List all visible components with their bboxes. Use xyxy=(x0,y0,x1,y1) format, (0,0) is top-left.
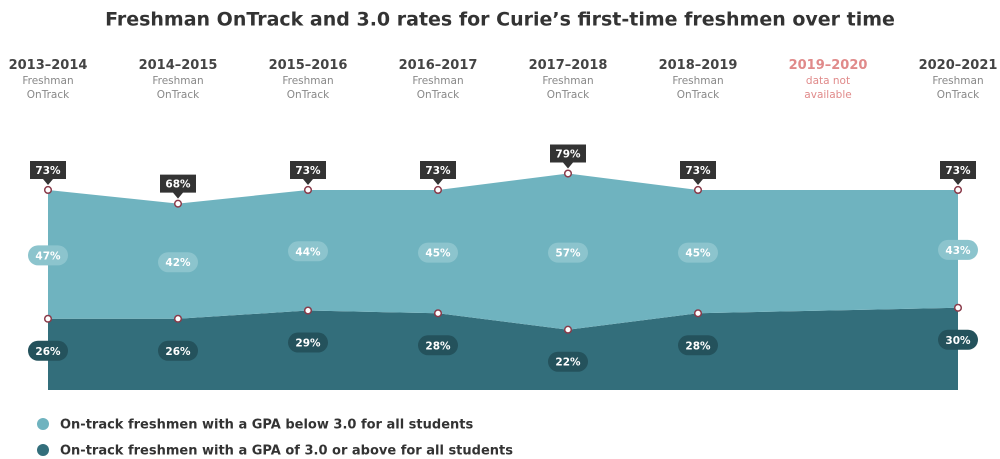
label-pill xyxy=(548,351,588,372)
point xyxy=(693,185,703,195)
year-note: Freshman OnTrack xyxy=(282,75,334,101)
total-label: 68% xyxy=(165,179,191,191)
column-header: 2015–2016 Freshman OnTrack xyxy=(253,58,363,102)
value-label: 42% xyxy=(165,257,191,269)
point xyxy=(303,306,313,315)
total-label: 73% xyxy=(685,165,711,177)
label-box xyxy=(550,144,586,169)
value-label: 29% xyxy=(295,338,321,350)
label-box xyxy=(680,160,716,185)
column-header: 2017–2018 Freshman OnTrack xyxy=(513,58,623,102)
label-box xyxy=(160,174,196,199)
legend-swatch xyxy=(37,444,49,456)
value-label: 45% xyxy=(425,248,451,260)
label-pill xyxy=(158,340,198,361)
value-label: 57% xyxy=(555,248,581,260)
point xyxy=(563,325,573,334)
label-pill xyxy=(678,242,718,263)
chart-title: Freshman OnTrack and 3.0 rates for Curie… xyxy=(105,9,895,31)
year-label: 2015–2016 xyxy=(268,58,348,73)
year-label: 2016–2017 xyxy=(398,58,478,73)
point xyxy=(173,199,183,208)
year-note: Freshman OnTrack xyxy=(932,75,984,101)
legend-label: On-track freshmen with a GPA of 3.0 or a… xyxy=(60,444,513,459)
point xyxy=(433,309,443,318)
year-note: data not available xyxy=(804,75,852,101)
label-box xyxy=(30,160,66,185)
label-pill xyxy=(678,335,718,356)
value-label: 28% xyxy=(425,340,451,352)
label-box xyxy=(420,160,456,185)
point xyxy=(953,303,963,312)
year-note: Freshman OnTrack xyxy=(672,75,724,101)
label-pill xyxy=(418,335,458,356)
value-label: 26% xyxy=(165,346,191,358)
year-label: 2014–2015 xyxy=(138,58,218,73)
column-header: 2016–2017 Freshman OnTrack xyxy=(383,58,493,102)
year-label: 2017–2018 xyxy=(528,58,608,73)
total-label: 73% xyxy=(945,165,971,177)
value-label: 30% xyxy=(945,335,971,347)
year-label: 2013–2014 xyxy=(8,58,88,73)
label-pill xyxy=(288,241,328,262)
point xyxy=(693,309,703,318)
point xyxy=(433,185,443,195)
year-note: Freshman OnTrack xyxy=(22,75,74,101)
gap-bridge xyxy=(698,189,958,314)
value-label: 44% xyxy=(295,246,321,258)
total-label: 73% xyxy=(295,165,321,177)
point xyxy=(43,314,53,323)
label-pill xyxy=(28,340,68,361)
column-header: 2020–2021 Freshman OnTrack xyxy=(903,58,1000,102)
value-label: 45% xyxy=(685,248,711,260)
gap-bridge xyxy=(698,307,958,390)
point xyxy=(303,185,313,195)
value-label: 43% xyxy=(945,245,971,257)
total-label: 73% xyxy=(35,165,61,177)
area-upper xyxy=(48,173,698,330)
column-header: 2014–2015 Freshman OnTrack xyxy=(123,58,233,102)
total-label: 79% xyxy=(555,149,581,161)
label-box xyxy=(290,160,326,185)
value-label: 22% xyxy=(555,357,581,369)
year-label: 2018–2019 xyxy=(658,58,738,73)
total-label: 73% xyxy=(425,165,451,177)
value-label: 28% xyxy=(685,340,711,352)
value-label: 26% xyxy=(35,346,61,358)
year-note: Freshman OnTrack xyxy=(412,75,464,101)
label-pill xyxy=(28,245,68,266)
legend-label: On-track freshmen with a GPA below 3.0 f… xyxy=(60,418,473,433)
column-header: 2013–2014 Freshman OnTrack xyxy=(0,58,103,102)
label-pill xyxy=(938,239,978,260)
year-note: Freshman OnTrack xyxy=(542,75,594,101)
column-header: 2018–2019 Freshman OnTrack xyxy=(643,58,753,102)
label-pill xyxy=(158,252,198,273)
value-label: 47% xyxy=(35,250,61,262)
label-pill xyxy=(288,332,328,353)
year-label: 2020–2021 xyxy=(918,58,998,73)
point xyxy=(953,185,963,195)
label-pill xyxy=(418,242,458,263)
point xyxy=(173,314,183,323)
label-pill xyxy=(938,329,978,350)
column-header: 2019–2020 data not available xyxy=(773,58,883,102)
year-label: 2019–2020 xyxy=(788,58,868,73)
label-pill xyxy=(548,242,588,263)
point xyxy=(563,169,573,178)
label-box xyxy=(940,160,976,185)
point xyxy=(43,185,53,195)
year-note: Freshman OnTrack xyxy=(152,75,204,101)
area-lower xyxy=(48,310,698,390)
legend-swatch xyxy=(37,418,49,430)
